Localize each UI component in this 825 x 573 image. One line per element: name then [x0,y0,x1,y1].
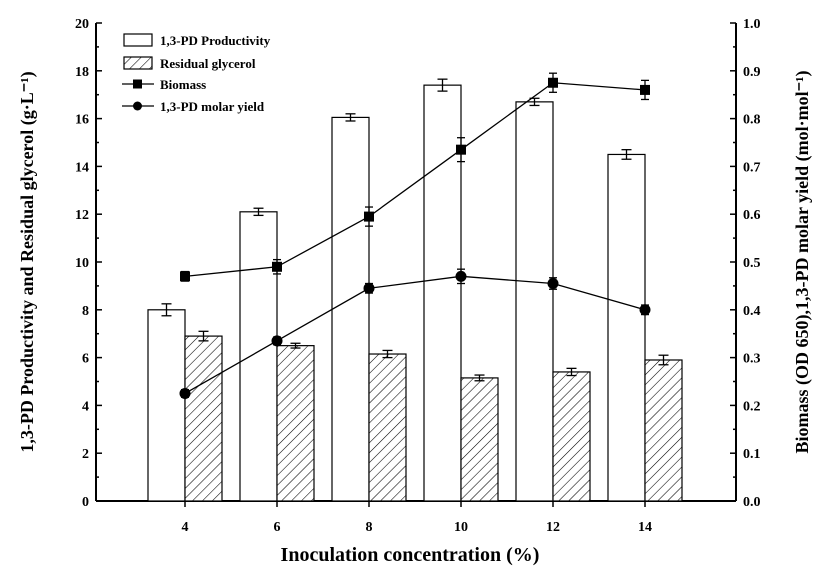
x-tick-label: 10 [454,520,468,535]
x-ticks: 4 6 8 10 12 14 [182,501,652,535]
left-y-ticks: 0 2 4 6 8 10 12 14 16 18 20 [75,17,102,510]
legend-swatch-residual-glycerol [123,56,153,70]
x-axis-title: Inoculation concentration (%) [281,544,540,566]
left-tick-label: 20 [75,17,89,32]
left-tick-label: 16 [75,113,89,128]
legend-label-biomass: Biomass [160,77,206,92]
error-bar-productivity [621,149,632,160]
x-tick-label: 4 [182,520,189,535]
error-bar-productivity [437,78,448,92]
lines-layer [179,72,651,399]
legend-swatch-productivity [123,33,153,47]
left-tick-label: 2 [82,447,89,462]
x-tick-label: 6 [274,520,281,535]
bar-productivity [515,101,554,502]
bar-residual-glycerol [276,345,315,502]
left-tick-label: 6 [82,352,89,367]
x-tick-label: 12 [546,520,560,535]
right-y-ticks: 0.0 0.1 0.2 0.3 0.4 0.5 0.6 0.7 0.8 0.9 1.0 [730,17,761,510]
point-biomass [272,261,282,272]
error-bar-residual-glycerol [198,330,209,342]
left-tick-label: 4 [82,399,89,414]
right-tick-label: 0.7 [743,160,761,175]
left-tick-label: 18 [75,65,89,80]
left-tick-label: 8 [82,304,89,319]
error-bar-residual-glycerol [290,342,301,349]
bar-productivity [147,309,186,502]
right-tick-label: 0.0 [743,495,761,510]
bars-layer [147,78,683,502]
bar-productivity [607,153,646,502]
bar-productivity [423,84,462,502]
point-molar-yield [547,278,559,290]
left-axis-title: 1,3-PD Productivity and Residual glycero… [17,71,38,452]
error-bar-residual-glycerol [474,374,485,382]
bar-productivity [331,116,370,502]
error-bar-productivity [253,207,264,217]
right-tick-label: 0.9 [743,65,761,80]
point-biomass [640,84,650,95]
line-biomass [184,82,646,277]
point-biomass [456,144,466,155]
legend-marker-biomass [133,79,142,89]
right-tick-label: 1.0 [743,17,761,32]
right-axis-title: Biomass (OD 650),1,3-PD molar yield (mol… [792,70,813,453]
point-biomass [180,271,190,282]
bar-residual-glycerol [184,335,223,502]
left-tick-label: 12 [75,208,89,223]
legend-label-productivity: 1,3-PD Productivity [160,33,271,48]
left-tick-label: 14 [75,160,89,175]
x-tick-label: 14 [638,520,652,535]
bar-productivity [239,211,278,502]
bar-residual-glycerol [552,371,591,502]
legend-marker-molar-yield [133,101,142,111]
legend: 1,3-PD Productivity Residual glycerol Bi… [122,33,271,114]
error-bar-residual-glycerol [566,367,577,377]
left-tick-label: 0 [82,495,89,510]
bar-residual-glycerol [368,353,407,502]
legend-label-molar-yield: 1,3-PD molar yield [160,99,265,114]
line-molar-yield [184,275,646,395]
right-tick-label: 0.3 [743,352,761,367]
right-tick-label: 0.1 [743,447,761,462]
error-bar-residual-glycerol [658,354,669,366]
point-biomass [548,77,558,88]
point-molar-yield [455,270,467,282]
error-bar-productivity [345,113,356,122]
legend-label-residual-glycerol: Residual glycerol [160,56,256,71]
right-tick-label: 0.4 [743,304,761,319]
right-tick-label: 0.8 [743,113,761,128]
point-biomass [364,211,374,222]
point-molar-yield [179,387,191,399]
x-tick-label: 8 [366,520,373,535]
point-molar-yield [639,304,651,316]
error-bar-residual-glycerol [382,349,393,359]
left-tick-label: 10 [75,256,89,271]
error-bar-productivity [161,303,172,317]
bar-residual-glycerol [460,377,499,502]
right-tick-label: 0.2 [743,399,761,414]
point-molar-yield [271,335,283,347]
bar-residual-glycerol [644,359,683,502]
point-molar-yield [363,282,375,294]
right-tick-label: 0.5 [743,256,761,271]
right-tick-label: 0.6 [743,208,761,223]
